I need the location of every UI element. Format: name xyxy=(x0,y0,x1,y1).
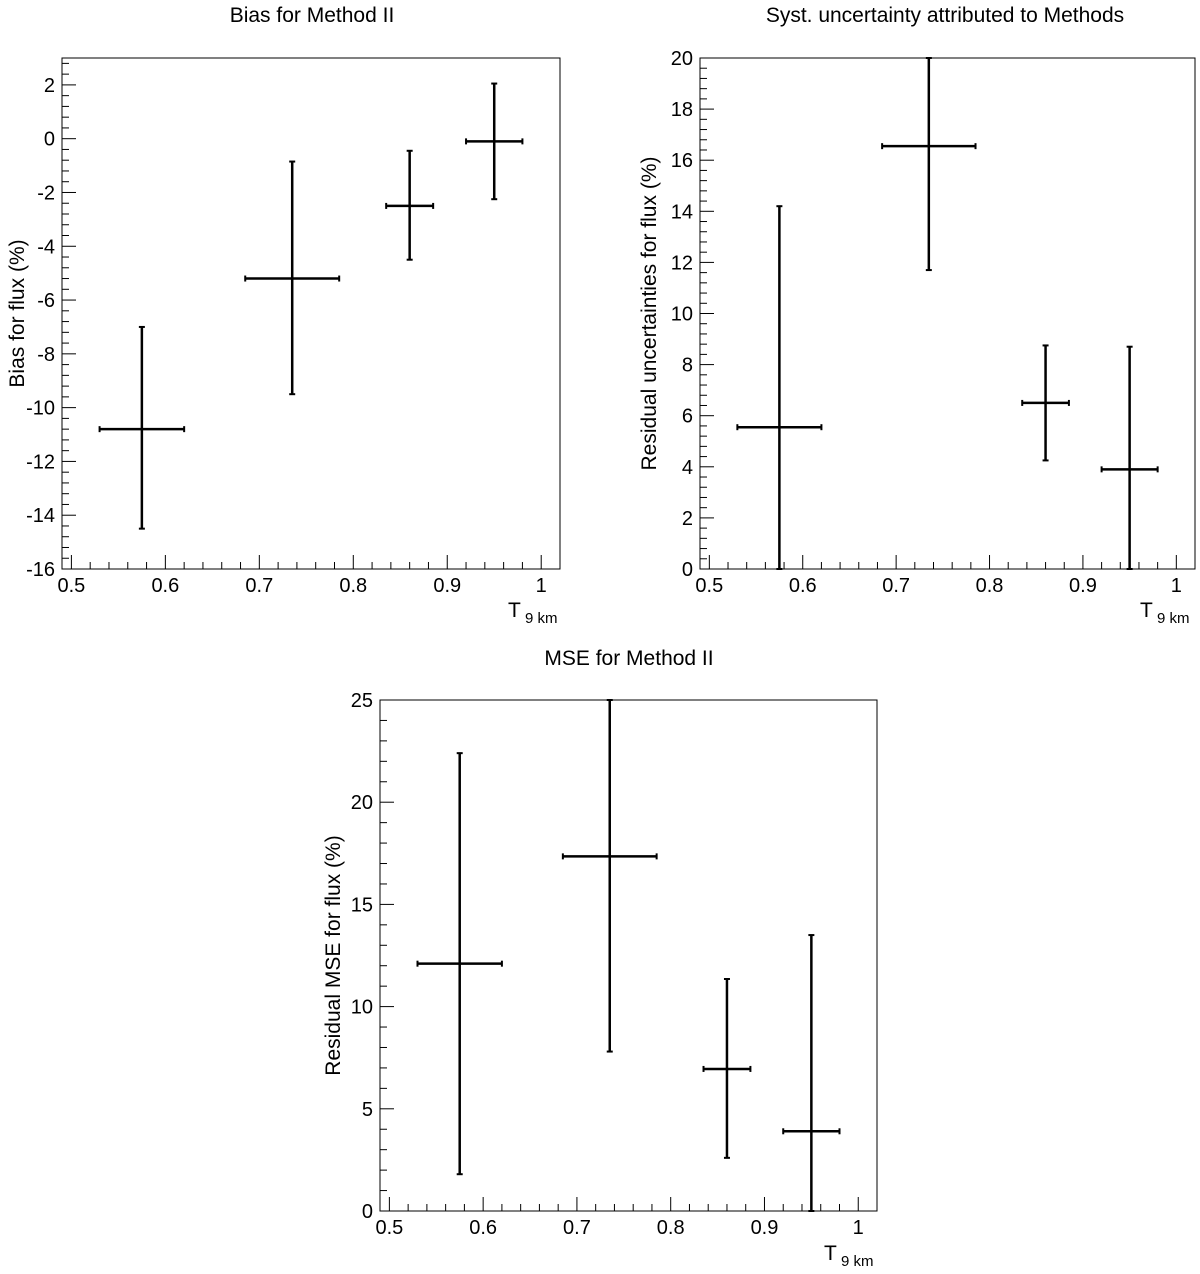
x-tick-label: 0.9 xyxy=(751,1217,779,1239)
x-tick-label: 0.7 xyxy=(245,575,273,597)
chart-title: Syst. uncertainty attributed to Methods xyxy=(766,4,1124,27)
plot-frame xyxy=(379,699,878,1212)
x-tick-label: 0.8 xyxy=(657,1217,685,1239)
x-tick-label: 0.5 xyxy=(375,1217,403,1239)
y-tick-label: 2 xyxy=(682,508,693,530)
y-tick-label: 8 xyxy=(682,355,693,377)
y-tick-label: 18 xyxy=(671,99,693,121)
data-point xyxy=(1100,345,1159,570)
data-point xyxy=(702,978,752,1159)
y-tick-label: 12 xyxy=(671,252,693,274)
data-point xyxy=(244,160,341,396)
y-tick-label: 20 xyxy=(351,792,373,814)
x-axis-label: T 9 km xyxy=(824,1242,874,1270)
x-axis-label-main: T xyxy=(1140,599,1153,622)
x-tick-label: 0.8 xyxy=(976,575,1004,597)
chart-3: MSE for Method II0.5 0.6 0.7 0.8 0.9 10510152… xyxy=(322,647,878,1270)
x-axis-label-subscript: 9 km xyxy=(837,1253,874,1270)
y-tick-label: 10 xyxy=(671,304,693,326)
data-point xyxy=(881,57,977,272)
chart-title: Bias for Method II xyxy=(230,4,395,27)
y-tick-label: -8 xyxy=(37,344,55,366)
plot-frame xyxy=(699,57,1196,570)
data-point xyxy=(1021,344,1070,462)
x-axis-label-subscript: 9 km xyxy=(1153,610,1190,627)
x-tick-label: 0.7 xyxy=(882,575,910,597)
x-axis-label: T 9 km xyxy=(1140,599,1190,627)
y-tick-label: 2 xyxy=(44,75,55,97)
data-point xyxy=(98,325,186,530)
x-tick-label: 0.9 xyxy=(1069,575,1097,597)
data-point xyxy=(465,82,524,201)
plot-frame xyxy=(61,57,561,570)
y-tick-label: 5 xyxy=(362,1099,373,1121)
y-tick-label: -10 xyxy=(26,398,55,420)
chart-1: Bias for Method II 0.5 0.6 0.7 0.8 0.9 1 -16 -14… xyxy=(6,4,561,627)
x-tick-label: 0.9 xyxy=(433,575,461,597)
x-tick-label: 0.6 xyxy=(789,575,817,597)
y-tick-label: -4 xyxy=(37,236,55,258)
y-tick-label: 0 xyxy=(44,129,55,151)
x-axis-label-main: T xyxy=(824,1242,837,1265)
y-tick-label: 15 xyxy=(351,894,373,916)
data-point xyxy=(782,934,841,1212)
data-point xyxy=(736,205,823,570)
y-tick-label: 0 xyxy=(682,559,693,581)
y-tick-label: 20 xyxy=(671,48,693,70)
chart-2: Syst. uncertainty attributed to Methods 0… xyxy=(638,4,1196,627)
y-tick-label: -6 xyxy=(37,290,55,312)
y-tick-label: -12 xyxy=(26,451,55,473)
y-tick-label: 16 xyxy=(671,150,693,172)
y-tick-label: 4 xyxy=(682,457,693,479)
x-tick-label: 0.5 xyxy=(695,575,723,597)
y-tick-label: -16 xyxy=(26,559,55,581)
y-axis-label: Residual MSE for flux (%) xyxy=(322,835,345,1075)
x-tick-label: 0.7 xyxy=(563,1217,591,1239)
x-tick-label: 1 xyxy=(853,1217,864,1239)
x-tick-label: 0.5 xyxy=(57,575,85,597)
x-tick-label: 1 xyxy=(1171,575,1182,597)
x-tick-label: 0.6 xyxy=(469,1217,497,1239)
y-tick-label: 25 xyxy=(351,690,373,712)
y-axis-label: Residual uncertainties for flux (%) xyxy=(638,157,661,471)
x-tick-label: 0.6 xyxy=(151,575,179,597)
y-axis-label: Bias for flux (%) xyxy=(6,239,29,387)
chart-title: MSE for Method II xyxy=(544,647,713,670)
y-tick-label: -14 xyxy=(26,505,55,527)
data-point xyxy=(385,149,435,261)
y-tick-label: -2 xyxy=(37,182,55,204)
x-tick-label: 0.8 xyxy=(339,575,367,597)
x-axis-label: T 9 km xyxy=(508,599,558,627)
x-axis-label-subscript: 9 km xyxy=(521,610,558,627)
y-tick-label: 0 xyxy=(362,1201,373,1223)
y-tick-label: 6 xyxy=(682,406,693,428)
data-point xyxy=(416,752,503,1176)
x-axis-label-main: T xyxy=(508,599,521,622)
x-tick-label: 1 xyxy=(536,575,547,597)
y-tick-label: 14 xyxy=(671,201,693,223)
data-point xyxy=(561,699,658,1053)
y-tick-label: 10 xyxy=(351,997,373,1019)
